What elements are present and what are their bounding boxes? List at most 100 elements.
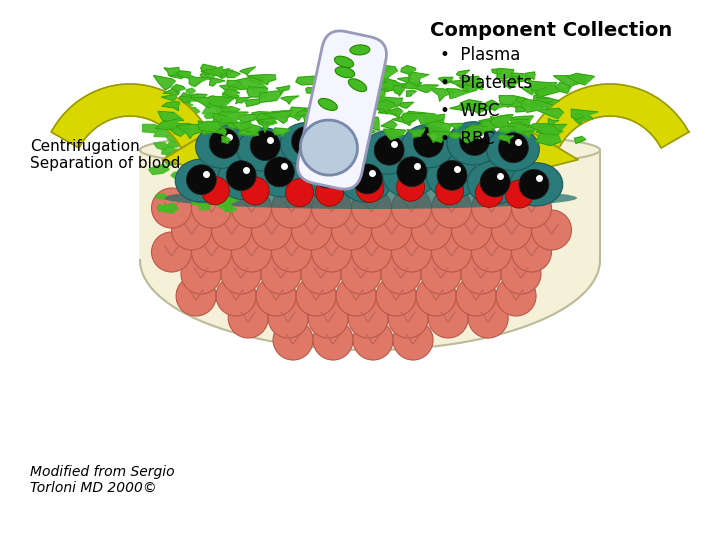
Ellipse shape <box>255 154 308 197</box>
Polygon shape <box>528 104 539 110</box>
Circle shape <box>336 276 376 316</box>
Polygon shape <box>214 117 230 124</box>
Circle shape <box>381 254 421 294</box>
Polygon shape <box>326 104 346 110</box>
Polygon shape <box>170 71 187 78</box>
Polygon shape <box>212 198 221 204</box>
Polygon shape <box>158 111 184 121</box>
Polygon shape <box>341 76 364 85</box>
Polygon shape <box>225 207 236 212</box>
Polygon shape <box>156 193 167 199</box>
Circle shape <box>341 254 381 294</box>
Circle shape <box>186 165 217 194</box>
Polygon shape <box>378 108 402 119</box>
Polygon shape <box>469 105 486 114</box>
Polygon shape <box>304 106 323 116</box>
Circle shape <box>312 232 351 272</box>
Polygon shape <box>430 89 454 102</box>
Polygon shape <box>374 100 396 113</box>
Polygon shape <box>194 163 213 173</box>
Polygon shape <box>507 123 522 128</box>
Circle shape <box>171 210 212 250</box>
Polygon shape <box>534 101 553 109</box>
Polygon shape <box>328 91 346 100</box>
Ellipse shape <box>217 157 271 200</box>
Polygon shape <box>217 112 248 123</box>
Circle shape <box>271 232 312 272</box>
Circle shape <box>511 188 552 228</box>
Polygon shape <box>228 123 239 129</box>
Polygon shape <box>368 65 397 80</box>
Polygon shape <box>219 203 233 209</box>
Circle shape <box>397 157 427 187</box>
Polygon shape <box>166 136 181 143</box>
Polygon shape <box>295 111 307 117</box>
Circle shape <box>176 276 216 316</box>
Polygon shape <box>325 96 351 107</box>
Polygon shape <box>204 163 219 171</box>
Polygon shape <box>281 96 299 104</box>
Polygon shape <box>216 194 228 201</box>
Polygon shape <box>386 110 399 116</box>
Polygon shape <box>449 80 474 90</box>
Circle shape <box>273 320 313 360</box>
Circle shape <box>228 298 268 338</box>
Polygon shape <box>163 203 178 213</box>
Polygon shape <box>171 122 188 130</box>
Ellipse shape <box>280 123 333 166</box>
Polygon shape <box>146 95 156 100</box>
Circle shape <box>286 179 313 207</box>
Polygon shape <box>271 110 292 119</box>
Polygon shape <box>168 125 190 132</box>
Circle shape <box>505 180 534 208</box>
Polygon shape <box>188 168 199 176</box>
Polygon shape <box>393 85 405 95</box>
Polygon shape <box>223 89 240 97</box>
Circle shape <box>308 298 348 338</box>
Polygon shape <box>438 77 453 84</box>
Polygon shape <box>296 76 318 85</box>
Circle shape <box>461 254 501 294</box>
Circle shape <box>519 170 549 199</box>
Polygon shape <box>363 129 375 137</box>
Polygon shape <box>153 143 168 151</box>
Circle shape <box>531 210 572 250</box>
Ellipse shape <box>321 130 374 173</box>
Circle shape <box>352 164 382 194</box>
Polygon shape <box>461 125 487 137</box>
Polygon shape <box>307 110 325 115</box>
Circle shape <box>416 276 456 316</box>
Polygon shape <box>202 126 222 134</box>
Polygon shape <box>534 95 559 106</box>
Polygon shape <box>531 84 689 148</box>
Polygon shape <box>408 111 444 125</box>
Polygon shape <box>450 104 465 111</box>
Polygon shape <box>348 117 379 130</box>
Polygon shape <box>509 118 528 125</box>
Polygon shape <box>211 98 230 107</box>
Polygon shape <box>51 84 209 148</box>
Ellipse shape <box>140 131 600 169</box>
Polygon shape <box>549 118 559 125</box>
Circle shape <box>431 188 472 228</box>
Ellipse shape <box>163 187 577 209</box>
Polygon shape <box>333 129 360 138</box>
Polygon shape <box>204 98 219 107</box>
Polygon shape <box>528 80 549 91</box>
Polygon shape <box>530 83 565 98</box>
Polygon shape <box>499 96 524 107</box>
Polygon shape <box>143 124 161 133</box>
Polygon shape <box>212 123 229 131</box>
Ellipse shape <box>402 125 454 168</box>
Polygon shape <box>342 101 361 108</box>
Polygon shape <box>235 97 250 104</box>
Polygon shape <box>217 106 240 117</box>
Polygon shape <box>156 118 180 130</box>
Polygon shape <box>303 123 322 131</box>
Polygon shape <box>462 81 476 87</box>
Polygon shape <box>474 103 498 111</box>
Polygon shape <box>505 116 534 127</box>
Circle shape <box>241 177 269 205</box>
Polygon shape <box>166 152 179 157</box>
Polygon shape <box>555 83 570 93</box>
